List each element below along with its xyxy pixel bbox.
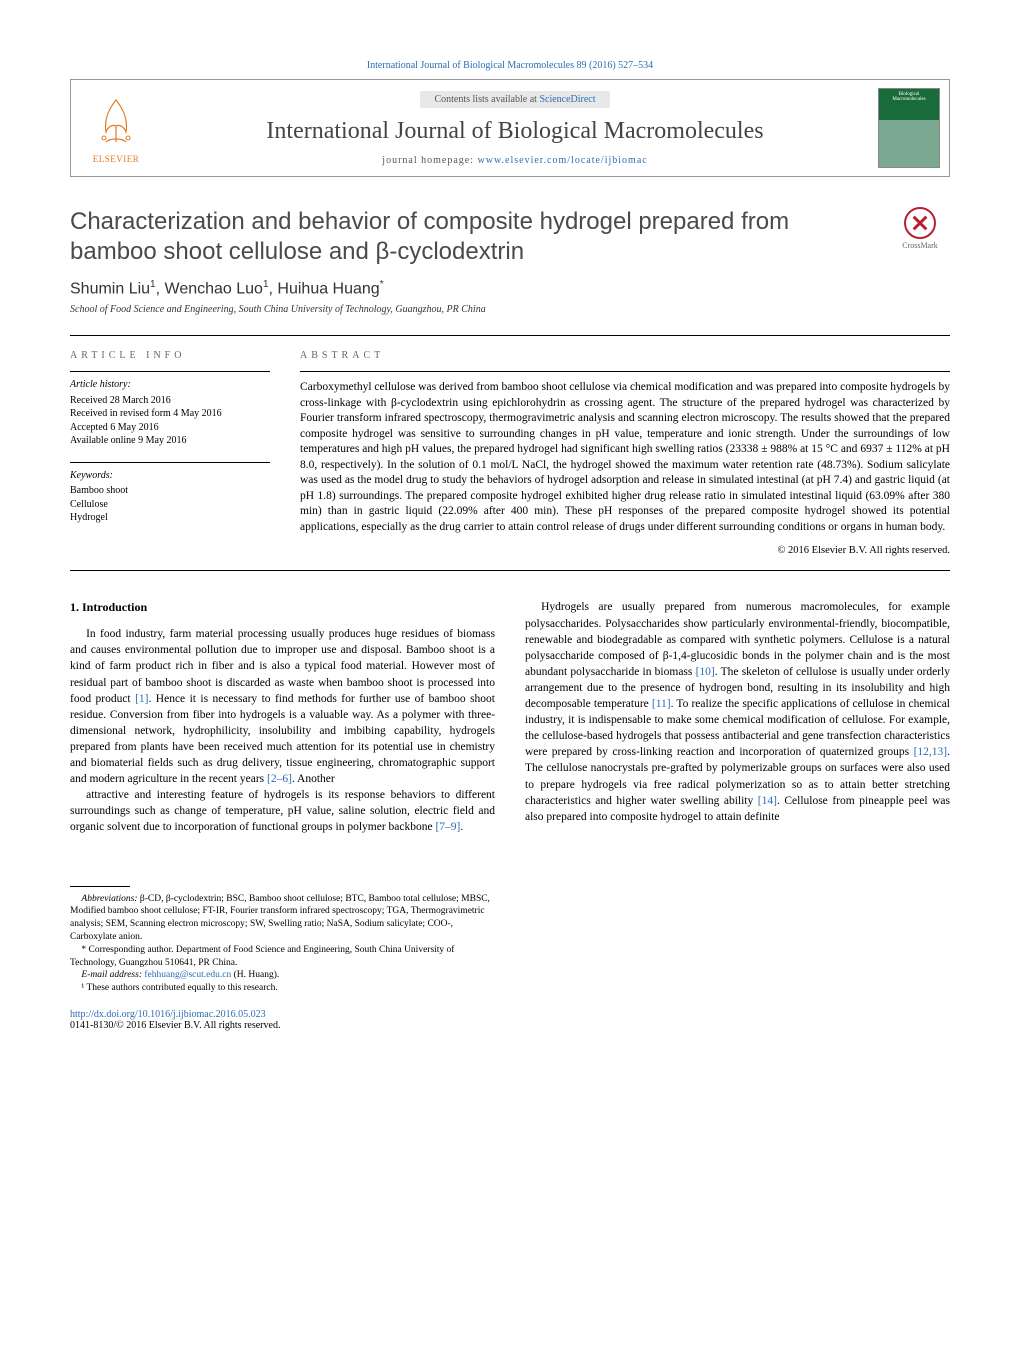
history-item: Available online 9 May 2016 — [70, 434, 270, 448]
abstract-text: Carboxymethyl cellulose was derived from… — [300, 380, 950, 535]
doi-link[interactable]: http://dx.doi.org/10.1016/j.ijbiomac.201… — [70, 1009, 266, 1020]
equal-contribution-footnote: ¹ These authors contributed equally to t… — [70, 982, 492, 995]
homepage-prefix: journal homepage: — [382, 155, 477, 166]
keywords-block: Keywords: Bamboo shoot Cellulose Hydroge… — [70, 462, 270, 525]
body-paragraph: attractive and interesting feature of hy… — [70, 787, 495, 835]
journal-homepage-line: journal homepage: www.elsevier.com/locat… — [382, 155, 647, 166]
section-heading-intro: 1. Introduction — [70, 599, 495, 616]
article-history-block: Article history: Received 28 March 2016 … — [70, 371, 270, 448]
history-item: Accepted 6 May 2016 — [70, 421, 270, 435]
issn-copyright-line: 0141-8130/© 2016 Elsevier B.V. All right… — [70, 1020, 280, 1031]
email-suffix: (H. Huang). — [231, 970, 279, 980]
crossmark-badge[interactable]: CrossMark — [890, 207, 950, 250]
email-footnote: E-mail address: fehhuang@scut.edu.cn (H.… — [70, 969, 492, 982]
article-title: Characterization and behavior of composi… — [70, 207, 870, 267]
corr-label: * Corresponding author. — [81, 945, 175, 955]
running-header-citation: International Journal of Biological Macr… — [70, 60, 950, 71]
doi-block: http://dx.doi.org/10.1016/j.ijbiomac.201… — [70, 1009, 950, 1031]
elsevier-label: ELSEVIER — [93, 154, 140, 164]
email-label: E-mail address: — [81, 970, 144, 980]
footnote-divider — [70, 886, 130, 887]
contents-prefix: Contents lists available at — [434, 94, 539, 105]
history-header: Article history: — [70, 378, 270, 392]
email-link[interactable]: fehhuang@scut.edu.cn — [144, 970, 231, 980]
elsevier-logo: ELSEVIER — [71, 80, 161, 176]
history-item: Received in revised form 4 May 2016 — [70, 407, 270, 421]
journal-cover-thumbnail: Biological Macromolecules — [869, 80, 949, 176]
article-info-label: ARTICLE INFO — [70, 350, 270, 361]
journal-title: International Journal of Biological Macr… — [266, 118, 763, 145]
keywords-header: Keywords: — [70, 469, 270, 483]
footnotes-block: Abbreviations: β-CD, β-cyclodextrin; BSC… — [70, 886, 492, 996]
contents-available-line: Contents lists available at ScienceDirec… — [420, 91, 609, 108]
body-paragraph: In food industry, farm material processi… — [70, 626, 495, 787]
divider — [300, 371, 950, 372]
corresponding-author-footnote: * Corresponding author. Department of Fo… — [70, 944, 492, 970]
divider — [70, 335, 950, 336]
authors-line: Shumin Liu1, Wenchao Luo1, Huihua Huang* — [70, 279, 950, 298]
elsevier-tree-icon — [86, 92, 146, 152]
journal-header-box: ELSEVIER Contents lists available at Sci… — [70, 79, 950, 177]
body-paragraph: Hydrogels are usually prepared from nume… — [525, 599, 950, 824]
abstract-copyright: © 2016 Elsevier B.V. All rights reserved… — [300, 545, 950, 556]
keyword: Hydrogel — [70, 511, 270, 525]
abbreviations-footnote: Abbreviations: β-CD, β-cyclodextrin; BSC… — [70, 893, 492, 944]
keyword: Cellulose — [70, 498, 270, 512]
body-two-column: 1. Introduction In food industry, farm m… — [70, 599, 950, 835]
affiliation: School of Food Science and Engineering, … — [70, 304, 950, 315]
sciencedirect-link[interactable]: ScienceDirect — [539, 94, 595, 105]
homepage-link[interactable]: www.elsevier.com/locate/ijbiomac — [478, 155, 648, 166]
divider — [70, 570, 950, 571]
crossmark-icon — [904, 207, 936, 239]
history-item: Received 28 March 2016 — [70, 394, 270, 408]
abbrev-label: Abbreviations: — [81, 894, 137, 904]
keyword: Bamboo shoot — [70, 484, 270, 498]
crossmark-label: CrossMark — [902, 241, 938, 250]
abstract-label: ABSTRACT — [300, 350, 950, 361]
cover-image: Biological Macromolecules — [878, 88, 940, 168]
